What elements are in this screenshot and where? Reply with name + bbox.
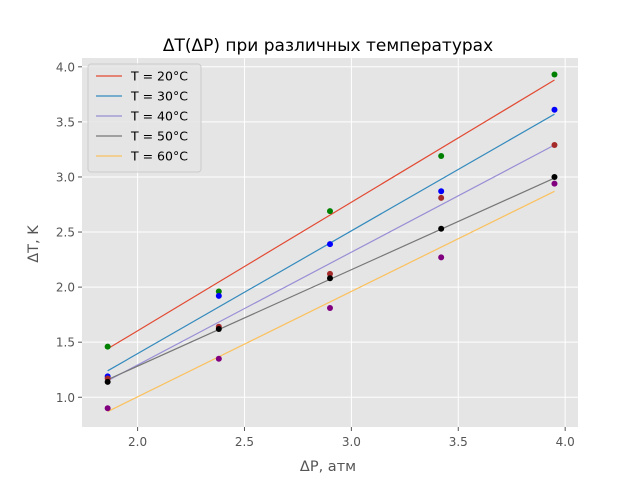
data-point-2-3: [327, 241, 333, 248]
y-tick-label: 1.0: [56, 391, 75, 405]
y-tick-label: 3.0: [56, 170, 75, 184]
y-axis-label: ΔT, K: [26, 225, 42, 263]
legend-label-1: T = 20°C: [130, 69, 188, 84]
data-point-5-4: [438, 254, 445, 261]
legend-box: [87, 63, 202, 173]
data-point-1-4: [438, 153, 445, 160]
y-tick-label: 2.5: [56, 226, 75, 240]
data-points: [104, 71, 558, 412]
y-tick-label: 1.5: [56, 336, 75, 350]
chart-title: ΔT(ΔP) при различных температурах: [163, 36, 493, 56]
data-point-5-2: [215, 355, 222, 362]
fit-line-5: [107, 190, 555, 413]
data-point-4-5: [551, 173, 558, 180]
y-ticks: 1.0 1.5 2.0 2.5 3.0 3.5 4.0: [56, 60, 82, 405]
legend-label-4: T = 50°C: [130, 129, 188, 144]
x-tick-label: 2.0: [128, 435, 147, 449]
data-point-4-4: [438, 225, 445, 232]
x-axis-label: ΔP, атм: [300, 459, 356, 475]
data-point-3-5: [551, 142, 558, 149]
legend-label-5: T = 60°C: [130, 149, 188, 164]
x-tick-label: 3.0: [342, 435, 361, 449]
data-point-1-1: [104, 343, 111, 350]
data-point-5-1: [104, 405, 111, 412]
data-point-2-5: [551, 106, 558, 113]
data-point-4-2: [215, 325, 222, 332]
data-point-4-3: [327, 275, 333, 282]
x-tick-label: 3.5: [449, 435, 468, 449]
legend: T = 20°C T = 30°C T = 40°C T = 50°C T = 60°C: [87, 63, 202, 173]
data-point-1-3: [327, 208, 333, 215]
data-point-2-2: [215, 292, 222, 299]
legend-label-2: T = 30°C: [130, 89, 188, 104]
data-point-1-5: [551, 71, 558, 78]
fit-line-3: [107, 144, 555, 382]
data-point-3-4: [438, 194, 445, 201]
grid: [82, 58, 578, 427]
y-tick-label: 2.0: [56, 281, 75, 295]
data-point-5-5: [551, 180, 558, 187]
y-tick-label: 3.5: [56, 115, 75, 129]
x-tick-label: 2.5: [235, 435, 254, 449]
data-point-5-3: [327, 305, 333, 312]
y-tick-label: 4.0: [56, 60, 75, 74]
data-point-4-1: [104, 378, 111, 385]
x-tick-label: 4.0: [556, 435, 575, 449]
fit-line-1: [107, 79, 555, 350]
data-point-2-4: [438, 188, 445, 195]
data-point-3-3: [327, 270, 333, 277]
data-point-1-2: [215, 288, 222, 295]
legend-label-3: T = 40°C: [130, 109, 188, 124]
x-ticks: 2.0 2.5 3.0 3.5 4.0: [128, 427, 575, 449]
